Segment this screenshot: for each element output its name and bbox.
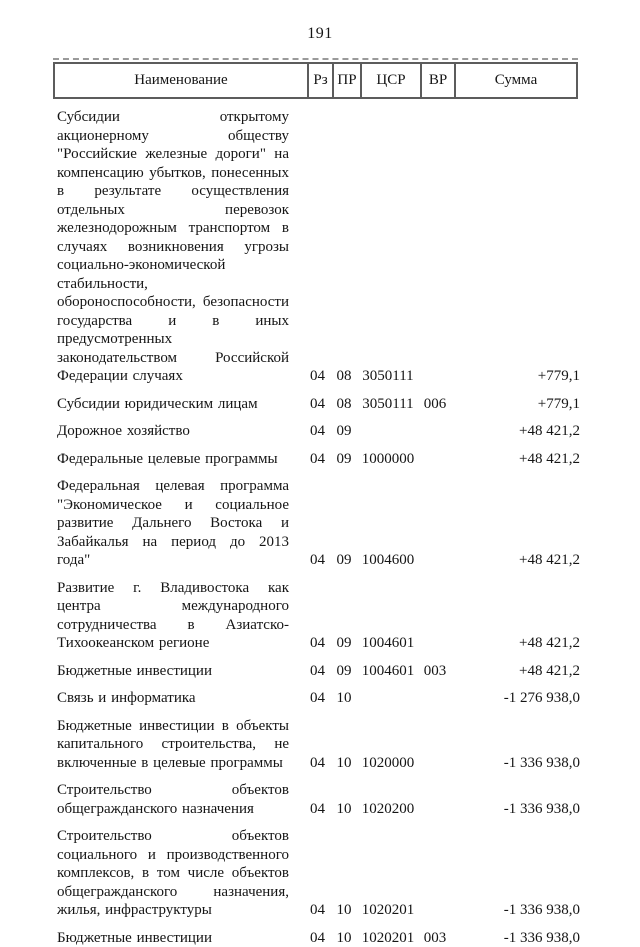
scan-artifact-line xyxy=(53,58,578,60)
column-header-pr: ПР xyxy=(332,64,360,97)
row-vr-cell: 003 xyxy=(418,929,452,947)
row-sum-cell: +48 421,2 xyxy=(452,662,580,681)
row-sum-cell: -1 336 938,0 xyxy=(452,754,580,773)
row-rz-cell: 04 xyxy=(305,450,330,469)
row-rz-cell: 04 xyxy=(305,367,330,386)
table-row: Субсидии открытому акционерному обществу… xyxy=(53,108,578,386)
row-csr-cell: 1004601 xyxy=(358,634,418,653)
row-csr-cell: 1020200 xyxy=(358,800,418,819)
row-name-cell: Связь и информатика xyxy=(53,689,305,708)
table-row: Субсидии юридическим лицам 04 08 3050111… xyxy=(53,395,578,414)
row-name-cell: Развитие г. Владивостока как центра межд… xyxy=(53,579,305,653)
row-csr-cell: 1000000 xyxy=(358,450,418,469)
row-sum-cell: -1 336 938,0 xyxy=(452,929,580,947)
row-rz-cell: 04 xyxy=(305,422,330,441)
row-name-cell: Дорожное хозяйство xyxy=(53,422,305,441)
table-row: Федеральная целевая программа "Экономиче… xyxy=(53,477,578,570)
column-header-sum: Сумма xyxy=(454,64,576,97)
table-row: Строительство объектов социального и про… xyxy=(53,827,578,920)
row-name-cell: Бюджетные инвестиции в объекты капитальн… xyxy=(53,717,305,773)
table-row: Строительство объектов общегражданского … xyxy=(53,781,578,818)
row-name-cell: Субсидии юридическим лицам xyxy=(53,395,305,414)
row-name-cell: Бюджетные инвестиции xyxy=(53,929,305,947)
row-pr-cell: 09 xyxy=(330,450,358,469)
row-pr-cell: 10 xyxy=(330,754,358,773)
table-header-row: Наименование Рз ПР ЦСР ВР Сумма xyxy=(53,62,578,99)
row-rz-cell: 04 xyxy=(305,754,330,773)
column-header-rz: Рз xyxy=(307,64,332,97)
row-rz-cell: 04 xyxy=(305,551,330,570)
row-rz-cell: 04 xyxy=(305,800,330,819)
row-name-cell: Субсидии открытому акционерному обществу… xyxy=(53,108,305,386)
row-csr-cell: 1004600 xyxy=(358,551,418,570)
column-header-csr: ЦСР xyxy=(360,64,420,97)
row-name-cell: Федеральная целевая программа "Экономиче… xyxy=(53,477,305,570)
row-sum-cell: +48 421,2 xyxy=(452,551,580,570)
row-rz-cell: 04 xyxy=(305,929,330,947)
row-sum-cell: +48 421,2 xyxy=(452,422,580,441)
row-csr-cell: 3050111 xyxy=(358,367,418,386)
row-pr-cell: 09 xyxy=(330,422,358,441)
row-pr-cell: 08 xyxy=(330,367,358,386)
table-row: Связь и информатика 04 10 -1 276 938,0 xyxy=(53,689,578,708)
table-body: Субсидии открытому акционерному обществу… xyxy=(53,108,578,947)
row-pr-cell: 09 xyxy=(330,551,358,570)
row-pr-cell: 10 xyxy=(330,800,358,819)
row-pr-cell: 10 xyxy=(330,689,358,708)
row-name-cell: Строительство объектов социального и про… xyxy=(53,827,305,920)
scanned-document-page: { "page": { "number": "191" }, "table": … xyxy=(0,0,640,905)
row-sum-cell: -1 336 938,0 xyxy=(452,800,580,819)
table-row: Развитие г. Владивостока как центра межд… xyxy=(53,579,578,653)
table-row: Дорожное хозяйство 04 09 +48 421,2 xyxy=(53,422,578,441)
row-name-cell: Бюджетные инвестиции xyxy=(53,662,305,681)
row-csr-cell: 1020000 xyxy=(358,754,418,773)
row-csr-cell: 1020201 xyxy=(358,901,418,920)
row-pr-cell: 09 xyxy=(330,662,358,681)
row-rz-cell: 04 xyxy=(305,689,330,708)
row-pr-cell: 10 xyxy=(330,929,358,947)
row-rz-cell: 04 xyxy=(305,395,330,414)
row-name-cell: Федеральные целевые программы xyxy=(53,450,305,469)
row-sum-cell: +48 421,2 xyxy=(452,634,580,653)
table-row: Бюджетные инвестиции в объекты капитальн… xyxy=(53,717,578,773)
row-csr-cell: 1004601 xyxy=(358,662,418,681)
row-csr-cell: 3050111 xyxy=(358,395,418,414)
table-row: Бюджетные инвестиции 04 10 1020201 003 -… xyxy=(53,929,578,947)
row-vr-cell: 003 xyxy=(418,662,452,681)
row-name-cell: Строительство объектов общегражданского … xyxy=(53,781,305,818)
row-rz-cell: 04 xyxy=(305,901,330,920)
row-csr-cell: 1020201 xyxy=(358,929,418,947)
row-sum-cell: +779,1 xyxy=(452,395,580,414)
row-rz-cell: 04 xyxy=(305,634,330,653)
row-pr-cell: 10 xyxy=(330,901,358,920)
page-number: 191 xyxy=(0,25,640,43)
table-row: Бюджетные инвестиции 04 09 1004601 003 +… xyxy=(53,662,578,681)
budget-table: Наименование Рз ПР ЦСР ВР Сумма Субсидии… xyxy=(53,58,578,947)
row-sum-cell: -1 276 938,0 xyxy=(452,689,580,708)
table-row: Федеральные целевые программы 04 09 1000… xyxy=(53,450,578,469)
column-header-vr: ВР xyxy=(420,64,454,97)
row-vr-cell: 006 xyxy=(418,395,452,414)
row-sum-cell: +779,1 xyxy=(452,367,580,386)
row-sum-cell: +48 421,2 xyxy=(452,450,580,469)
row-sum-cell: -1 336 938,0 xyxy=(452,901,580,920)
row-pr-cell: 08 xyxy=(330,395,358,414)
row-rz-cell: 04 xyxy=(305,662,330,681)
row-pr-cell: 09 xyxy=(330,634,358,653)
column-header-name: Наименование xyxy=(55,72,307,89)
